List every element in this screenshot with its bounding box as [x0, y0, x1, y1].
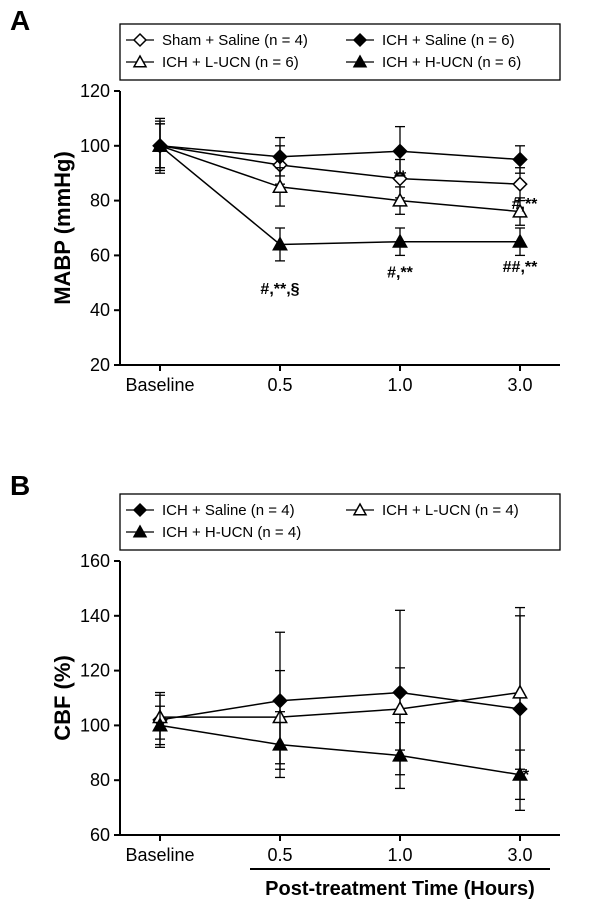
- panel-b: 60 80 100 120 140 160 Baseline 0.5 1.0 3.0 CBF (%)…: [50, 490, 590, 910]
- svg-text:100: 100: [80, 715, 110, 735]
- panel-b-label: B: [10, 470, 30, 502]
- svg-text:Post-treatment Time (Hours): Post-treatment Time (Hours): [265, 878, 535, 900]
- svg-text:140: 140: [80, 606, 110, 626]
- svg-text:80: 80: [90, 191, 110, 211]
- svg-text:*: *: [523, 767, 530, 784]
- svg-text:#,**: #,**: [387, 264, 414, 281]
- svg-text:Sham + Saline (n = 4): Sham + Saline (n = 4): [162, 32, 308, 49]
- svg-text:0.5: 0.5: [267, 375, 292, 395]
- svg-text:#,**: #,**: [512, 196, 539, 213]
- panel-a-label: A: [10, 5, 30, 37]
- svg-text:60: 60: [90, 245, 110, 265]
- figure-container: A 20 40 60 80 100 120 Baseline 0.5 1.0 3.0 MABP (m…: [0, 0, 600, 922]
- svg-text:160: 160: [80, 551, 110, 571]
- svg-text:MABP (mmHg): MABP (mmHg): [50, 151, 75, 305]
- panel-a: 20 40 60 80 100 120 Baseline 0.5 1.0 3.0 MABP (mmH…: [50, 20, 590, 440]
- svg-text:ICH + L-UCN (n = 4): ICH + L-UCN (n = 4): [382, 502, 519, 519]
- svg-text:0.5: 0.5: [267, 845, 292, 865]
- svg-text:3.0: 3.0: [507, 845, 532, 865]
- svg-text:ICH + Saline (n = 4): ICH + Saline (n = 4): [162, 502, 295, 519]
- svg-text:120: 120: [80, 661, 110, 681]
- svg-text:ICH + H-UCN (n = 6): ICH + H-UCN (n = 6): [382, 54, 521, 71]
- svg-text:ICH + Saline (n = 6): ICH + Saline (n = 6): [382, 32, 515, 49]
- svg-text:40: 40: [90, 300, 110, 320]
- svg-text:20: 20: [90, 355, 110, 375]
- svg-text:ICH + L-UCN (n = 6): ICH + L-UCN (n = 6): [162, 54, 299, 71]
- svg-text:**: **: [394, 168, 407, 185]
- svg-text:Baseline: Baseline: [125, 375, 194, 395]
- svg-text:##,**: ##,**: [503, 259, 538, 276]
- svg-text:80: 80: [90, 770, 110, 790]
- svg-text:100: 100: [80, 136, 110, 156]
- svg-text:#,**,§: #,**,§: [260, 281, 299, 298]
- svg-text:1.0: 1.0: [387, 375, 412, 395]
- svg-text:1.0: 1.0: [387, 845, 412, 865]
- svg-text:120: 120: [80, 81, 110, 101]
- svg-text:ICH + H-UCN (n = 4): ICH + H-UCN (n = 4): [162, 524, 301, 541]
- svg-text:3.0: 3.0: [507, 375, 532, 395]
- svg-text:60: 60: [90, 825, 110, 845]
- svg-text:CBF (%): CBF (%): [50, 655, 75, 741]
- svg-text:Baseline: Baseline: [125, 845, 194, 865]
